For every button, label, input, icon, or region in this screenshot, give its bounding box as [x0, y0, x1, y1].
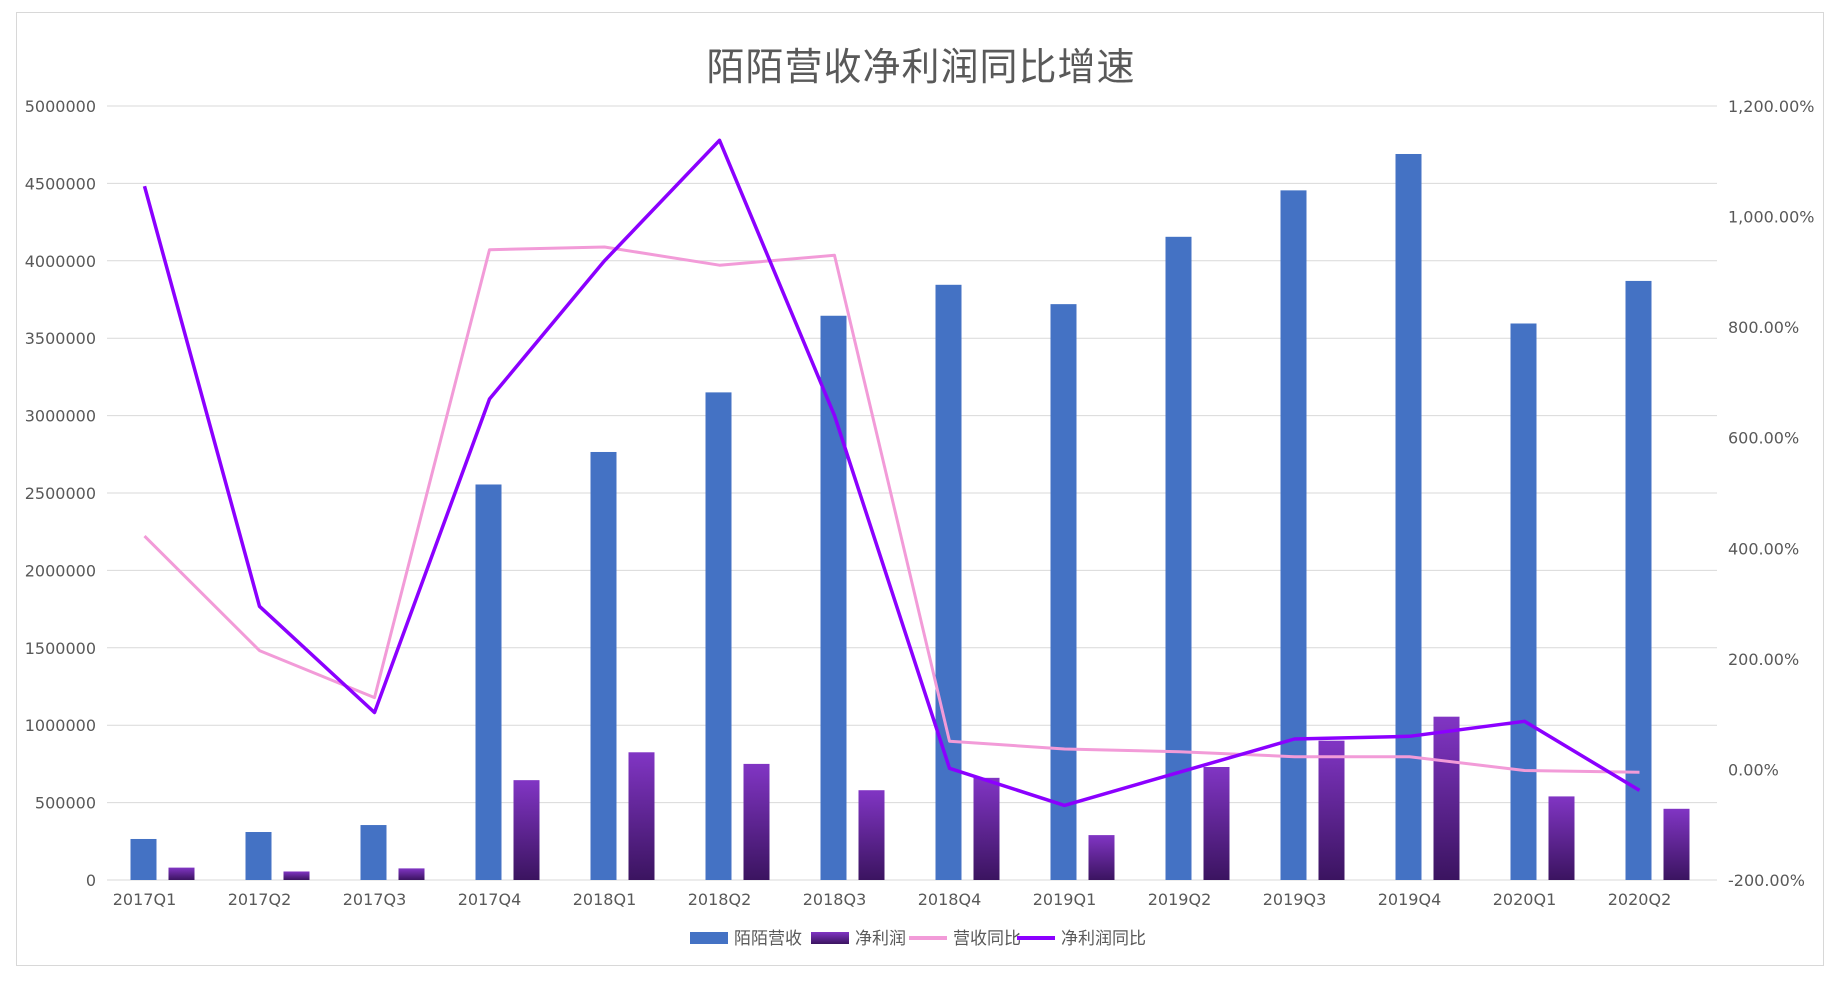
- category-label: 2017Q3: [343, 890, 407, 909]
- right-tick-label: 0.00%: [1728, 760, 1779, 779]
- revenue-bar: [1510, 323, 1537, 880]
- legend-revenue-label: 陌陌营收: [734, 929, 802, 949]
- left-tick-label: 1000000: [25, 716, 96, 735]
- legend-net-profit-swatch: [811, 932, 849, 944]
- net-profit-bar: [858, 790, 885, 880]
- net-profit-bar: [1663, 808, 1690, 880]
- revenue-bar: [1050, 304, 1077, 880]
- right-tick-label: 800.00%: [1728, 318, 1799, 337]
- right-tick-label: 400.00%: [1728, 539, 1799, 558]
- right-tick-label: -200.00%: [1728, 871, 1805, 890]
- category-label: 2018Q4: [918, 890, 982, 909]
- category-label: 2018Q3: [803, 890, 867, 909]
- category-label: 2017Q4: [458, 890, 522, 909]
- revenue-bar: [1625, 280, 1652, 880]
- lines: [142, 138, 1641, 808]
- revenue-yoy-line: [143, 245, 1640, 774]
- net-profit-bar: [168, 867, 195, 880]
- left-axis: 0 500000 1000000 1500000 2000000 2500000 30000…: [25, 97, 96, 890]
- right-tick-label: 1,000.00%: [1728, 208, 1814, 227]
- left-tick-label: 2500000: [25, 484, 96, 503]
- revenue-bar: [820, 315, 847, 880]
- net-profit-bar: [628, 752, 655, 880]
- revenue-bar: [1165, 236, 1192, 880]
- net-profit-bar: [1548, 796, 1575, 880]
- revenue-bar: [475, 484, 502, 880]
- legend-net-profit-label: 净利润: [855, 929, 906, 949]
- category-label: 2019Q4: [1378, 890, 1442, 909]
- revenue-bar: [705, 392, 732, 880]
- category-label: 2018Q1: [573, 890, 637, 909]
- net-profit-bar: [513, 780, 540, 880]
- category-label: 2017Q2: [228, 890, 292, 909]
- legend: 陌陌营收 净利润 营收同比 净利润同比: [690, 929, 1146, 949]
- category-label: 2018Q2: [688, 890, 752, 909]
- x-axis: 2017Q1 2017Q2 2017Q3 2017Q4 2018Q1 2018Q2 2018…: [113, 890, 1672, 909]
- left-tick-label: 1500000: [25, 639, 96, 658]
- category-label: 2019Q1: [1033, 890, 1097, 909]
- bars: [130, 153, 1690, 881]
- revenue-bar: [590, 451, 617, 880]
- revenue-bar: [1395, 153, 1422, 880]
- category-label: 2020Q2: [1608, 890, 1672, 909]
- chart-title: 陌陌营收净利润同比增速: [706, 45, 1136, 89]
- net-profit-bar: [743, 763, 770, 880]
- net-profit-bar: [1203, 766, 1230, 880]
- category-label: 2019Q3: [1263, 890, 1327, 909]
- revenue-bar: [130, 838, 157, 880]
- net-profit-bar: [398, 868, 425, 880]
- left-tick-label: 3000000: [25, 407, 96, 426]
- net-profit-yoy-line: [142, 138, 1641, 808]
- right-tick-label: 600.00%: [1728, 429, 1799, 448]
- left-tick-label: 4500000: [25, 174, 96, 193]
- legend-revenue-swatch: [690, 932, 728, 944]
- net-profit-bar: [283, 871, 310, 880]
- left-tick-label: 3500000: [25, 329, 96, 348]
- revenue-bar: [1280, 190, 1307, 881]
- net-profit-bar: [1433, 716, 1460, 880]
- left-tick-label: 0: [86, 871, 96, 890]
- legend-net-profit-yoy-label: 净利润同比: [1061, 929, 1146, 949]
- left-tick-label: 2000000: [25, 561, 96, 580]
- net-profit-bar: [1088, 835, 1115, 880]
- revenue-bar: [935, 284, 962, 880]
- right-axis: -200.00% 0.00% 200.00% 400.00% 600.00% 800.00…: [1728, 97, 1814, 890]
- net-profit-bar: [1318, 740, 1345, 880]
- legend-revenue-yoy-label: 营收同比: [953, 929, 1021, 949]
- left-tick-label: 500000: [35, 794, 96, 813]
- revenue-bar: [245, 832, 272, 880]
- left-tick-label: 4000000: [25, 252, 96, 271]
- category-label: 2020Q1: [1493, 890, 1557, 909]
- right-tick-label: 1,200.00%: [1728, 97, 1814, 116]
- category-label: 2019Q2: [1148, 890, 1212, 909]
- revenue-bar: [360, 825, 387, 880]
- category-label: 2017Q1: [113, 890, 177, 909]
- right-tick-label: 200.00%: [1728, 650, 1799, 669]
- net-profit-bar: [973, 777, 1000, 880]
- left-tick-label: 5000000: [25, 97, 96, 116]
